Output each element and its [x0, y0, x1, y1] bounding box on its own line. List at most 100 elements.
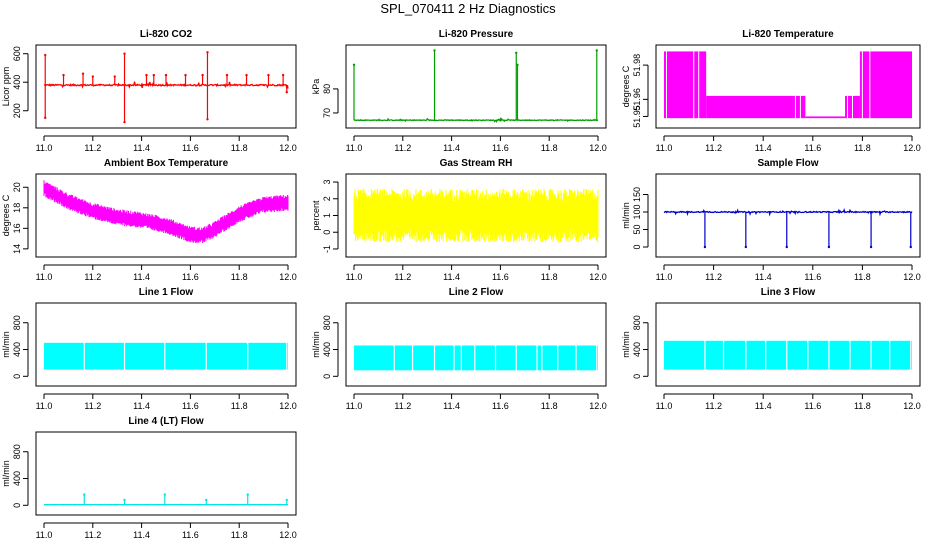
y-tick-label: 3	[322, 180, 332, 185]
spike-point	[516, 63, 519, 67]
x-tick-label: 11.6	[182, 143, 199, 153]
y-tick-label: 0	[12, 374, 22, 379]
y-axis-label: ml/min	[1, 331, 11, 358]
spike-point	[113, 75, 116, 78]
spike-point	[281, 73, 285, 77]
y-tick-label: 70	[322, 108, 332, 118]
x-tick-label: 11.6	[804, 272, 821, 282]
data-layer	[44, 341, 288, 371]
x-tick-label: 11.2	[705, 143, 722, 153]
x-tick-label: 12.0	[903, 143, 921, 153]
x-tick-label: 11.6	[182, 530, 199, 540]
spike-point	[225, 73, 229, 77]
plot-frame	[35, 173, 297, 258]
x-tick-label: 11.0	[656, 272, 673, 282]
panel-title: Li-820 Temperature	[742, 29, 834, 40]
x-tick-label: 11.2	[84, 272, 101, 282]
x-tick-label: 11.8	[231, 401, 248, 411]
x-tick-label: 11.8	[854, 401, 871, 411]
spike-point	[245, 73, 248, 77]
plot-frame	[35, 431, 297, 516]
y-tick-label: 600	[12, 46, 22, 61]
x-tick-label: 11.6	[182, 272, 199, 282]
y-axis-label: ml/min	[1, 460, 11, 487]
x-tick-label: 11.0	[346, 272, 363, 282]
x-tick-label: 11.0	[346, 143, 363, 153]
x-tick-label: 11.6	[492, 401, 509, 411]
spike-point	[785, 245, 788, 249]
plot-panel: Li-820 CO2 11.0 11.2 11.4 11.6 11.8 12.0 200 400…	[1, 29, 297, 153]
spike-point	[206, 118, 209, 121]
data-layer	[352, 49, 599, 123]
y-tick-label: 800	[12, 444, 22, 459]
x-tick-label: 11.4	[755, 272, 772, 282]
data-layer	[353, 188, 599, 243]
spike-point	[184, 73, 187, 77]
x-tick-label: 11.2	[705, 272, 722, 282]
data-layer	[663, 207, 913, 249]
y-tick-label: 400	[322, 342, 332, 357]
spike-point	[515, 51, 518, 55]
spike-point	[123, 498, 126, 502]
x-tick-label: 11.0	[36, 530, 53, 540]
spike-point	[81, 72, 85, 75]
x-tick-label: 12.0	[589, 143, 607, 153]
spike-point	[163, 493, 166, 496]
y-axis-label: kPa	[311, 79, 321, 95]
panel-title: Li-820 Pressure	[439, 29, 514, 40]
spike-point	[44, 116, 47, 120]
x-tick-label: 11.8	[231, 272, 248, 282]
x-tick-label: 11.6	[804, 401, 821, 411]
plot-panel: Line 3 Flow 11.0 11.2 11.4 11.6 11.8 12.0 0 400 8…	[621, 287, 921, 411]
x-tick-label: 11.4	[443, 272, 460, 282]
spike-point	[164, 73, 168, 77]
y-axis-label: ml/min	[621, 331, 631, 358]
y-tick-label: 800	[322, 315, 332, 330]
x-tick-label: 11.8	[854, 272, 871, 282]
x-tick-label: 11.6	[492, 272, 509, 282]
y-tick-label: 800	[12, 315, 22, 330]
series-band	[792, 95, 806, 119]
spike-point	[123, 120, 126, 124]
x-tick-label: 11.2	[394, 143, 411, 153]
spike-point	[83, 493, 86, 496]
spike-point	[152, 73, 155, 77]
y-tick-label: 51.98	[632, 54, 642, 77]
plot-panel: Line 4 (LT) Flow 11.0 11.2 11.4 11.6 11.8 12.0…	[1, 416, 297, 540]
x-tick-label: 12.0	[279, 401, 297, 411]
x-tick-label: 11.4	[443, 143, 460, 153]
x-tick-label: 12.0	[279, 530, 297, 540]
y-tick-label: 400	[12, 471, 22, 486]
x-tick-label: 11.6	[492, 143, 509, 153]
plot-frame	[655, 44, 921, 129]
series-line	[44, 503, 289, 506]
y-axis-label: Licor ppm	[1, 67, 11, 107]
x-tick-label: 11.8	[541, 272, 558, 282]
y-tick-label: -1	[322, 245, 332, 253]
y-tick-label: 400	[12, 342, 22, 357]
x-tick-label: 11.6	[804, 143, 821, 153]
spike-point	[206, 51, 209, 54]
spike-point	[909, 245, 912, 249]
x-tick-label: 11.8	[541, 401, 558, 411]
y-tick-label: 50	[632, 224, 642, 234]
x-tick-label: 11.6	[182, 401, 199, 411]
spike-point	[744, 245, 748, 249]
y-tick-label: 0	[632, 374, 642, 379]
panel-title: Li-820 CO2	[140, 29, 193, 40]
y-axis-label: percent	[311, 200, 321, 231]
plot-frame	[35, 44, 297, 129]
x-tick-label: 11.2	[394, 272, 411, 282]
x-tick-label: 11.0	[346, 401, 363, 411]
series-line	[663, 207, 913, 217]
data-layer	[43, 180, 289, 243]
x-tick-label: 11.4	[755, 401, 772, 411]
page-title: SPL_070411 2 Hz Diagnostics	[380, 1, 556, 16]
series-band	[664, 51, 707, 119]
y-tick-label: 2	[322, 196, 332, 201]
plot-panel: Li-820 Temperature 11.0 11.2 11.4 11.6 11.8 12…	[621, 29, 921, 153]
panel-title: Sample Flow	[757, 158, 818, 169]
y-tick-label: 0	[12, 503, 22, 508]
spike-point	[267, 73, 270, 77]
